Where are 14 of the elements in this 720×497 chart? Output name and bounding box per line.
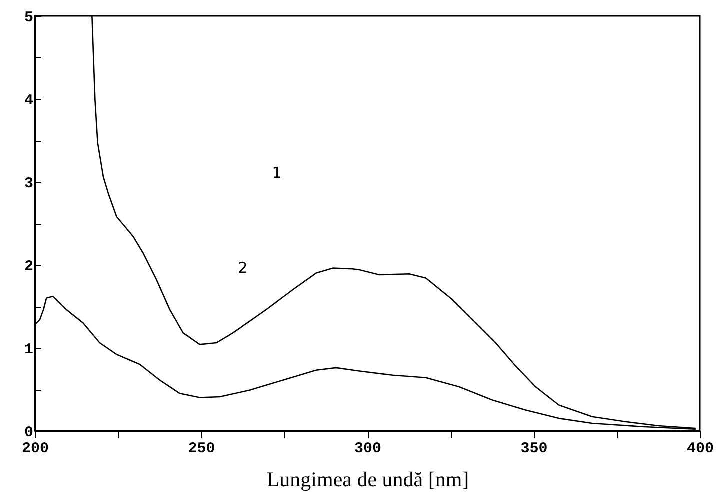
x-tick-label: 350 — [520, 440, 548, 458]
x-axis-title: Lungimea de undă [nm] — [266, 468, 470, 492]
y-tick-label: 4 — [24, 92, 34, 110]
y-tick-label: 5 — [24, 10, 34, 26]
x-tick-label: 250 — [188, 440, 216, 458]
y-tick-label: 0 — [24, 424, 34, 442]
y-tick-label: 3 — [24, 176, 34, 192]
annotation: 1 — [272, 164, 282, 182]
y-tick-label: 2 — [24, 258, 34, 276]
x-tick-label: 300 — [354, 440, 382, 458]
y-tick-label: 1 — [24, 342, 34, 358]
annotation: 2 — [238, 259, 248, 277]
x-tick-label: 400 — [686, 440, 714, 458]
x-tick-label: 200 — [22, 440, 50, 458]
